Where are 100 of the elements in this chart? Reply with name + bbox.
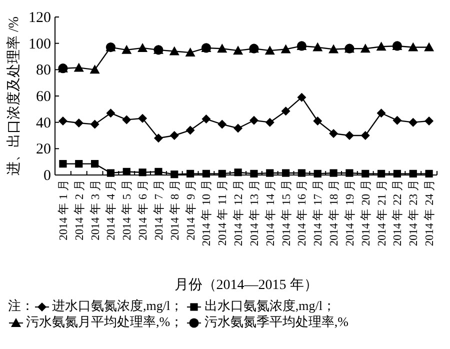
point [282, 169, 290, 177]
point [90, 160, 99, 168]
point [298, 169, 306, 177]
point [138, 114, 148, 123]
y-tick-label: 80 [36, 62, 51, 79]
point [376, 108, 386, 118]
point [408, 42, 418, 52]
point [264, 46, 275, 55]
y-tick-label: 40 [36, 115, 51, 132]
x-axis-title: 月份（2014—2015 年） [174, 277, 318, 293]
point [186, 170, 194, 178]
point [186, 126, 195, 135]
point [90, 120, 100, 129]
point [313, 116, 322, 126]
y-tick-label: 60 [36, 89, 51, 105]
point [234, 124, 243, 133]
point [106, 108, 116, 118]
point [122, 115, 132, 124]
x-tick-label: 2014 年 22 月 [391, 179, 404, 246]
point [138, 168, 146, 176]
point [90, 64, 100, 74]
x-tick-label: 2014 年 9 月 [184, 179, 198, 240]
point [392, 116, 402, 125]
legend-label: 污水氨氮月平均处理率,%； [26, 314, 184, 329]
legend-label: 污水氨氮季平均处理率,% [204, 314, 348, 329]
x-tick-label: 2014 年 11 月 [216, 179, 230, 246]
point [58, 116, 68, 126]
x-tick-label: 2014 年 23 月 [407, 179, 420, 246]
point [59, 160, 67, 168]
point [314, 170, 322, 178]
x-tick-label: 2014 年 13 月 [248, 179, 261, 246]
point [408, 118, 418, 127]
point [202, 114, 211, 124]
point [346, 169, 354, 177]
point [250, 170, 258, 178]
y-tick-label: 120 [28, 10, 51, 26]
x-tick-label: 2014 年 17 月 [312, 179, 325, 246]
point [74, 62, 84, 72]
point [138, 42, 148, 52]
point [265, 118, 274, 127]
point [218, 170, 226, 178]
x-tick-label: 2014 年 14 月 [264, 179, 277, 246]
x-tick-label: 2014 年 21 月 [375, 179, 388, 246]
point [329, 129, 338, 138]
x-tick-label: 2014 年 1 月 [56, 179, 70, 240]
point [328, 44, 339, 54]
point [362, 170, 370, 178]
point [280, 44, 291, 54]
point [74, 118, 84, 128]
point [170, 170, 178, 178]
point [377, 170, 386, 178]
x-tick-label: 2014 年 3 月 [88, 179, 102, 240]
x-tick-label: 2014 年 24 月 [423, 179, 436, 246]
y-tick-label: 20 [36, 142, 51, 158]
point [330, 169, 338, 177]
x-tick-label: 2014 年 15 月 [280, 179, 293, 246]
point [170, 131, 179, 140]
point [75, 160, 83, 168]
y-tick-label: 100 [28, 36, 51, 52]
x-tick-label: 2014 年 19 月 [343, 179, 356, 246]
x-tick-label: 2014 年 10 月 [200, 179, 214, 246]
legend-label: 出水口氨氮浓度,mg/l； [204, 298, 336, 313]
point [249, 116, 258, 125]
x-tick-label: 2014 年 5 月 [120, 179, 134, 240]
point [297, 92, 306, 102]
point [185, 48, 196, 57]
point [425, 170, 433, 178]
point [266, 169, 274, 177]
x-tick-label: 2014 年 18 月 [328, 179, 341, 246]
point [424, 42, 434, 52]
point [360, 131, 370, 140]
point [234, 168, 242, 176]
x-tick-label: 2014 年 16 月 [296, 179, 309, 246]
x-tick-label: 2014 年 2 月 [72, 179, 86, 240]
point [424, 116, 434, 126]
point [393, 170, 402, 178]
point [376, 42, 386, 51]
point [409, 170, 417, 178]
point [122, 44, 132, 54]
point [202, 170, 210, 178]
legend-title: 注： [8, 298, 34, 313]
x-tick-label: 2014 年 6 月 [136, 179, 150, 240]
point [106, 169, 115, 177]
legend-label: 进水口氨氮浓度,mg/l； [52, 298, 184, 313]
point [218, 120, 227, 129]
point [344, 131, 354, 140]
x-tick-label: 2014 年 8 月 [168, 179, 182, 240]
y-axis-title: 进、出口浓度及处理率 /% [6, 16, 22, 176]
point [312, 42, 323, 52]
point [233, 46, 244, 55]
point [154, 134, 163, 143]
y-tick-label: 0 [44, 168, 51, 184]
x-tick-label: 2014 年 4 月 [104, 179, 118, 240]
point [281, 106, 290, 116]
x-tick-label: 2014 年 7 月 [152, 179, 166, 240]
x-tick-label: 2014 年 20 月 [359, 179, 372, 246]
point [360, 44, 370, 53]
point [217, 44, 228, 53]
point [169, 46, 180, 56]
x-tick-label: 2014 年 12 月 [232, 179, 246, 246]
